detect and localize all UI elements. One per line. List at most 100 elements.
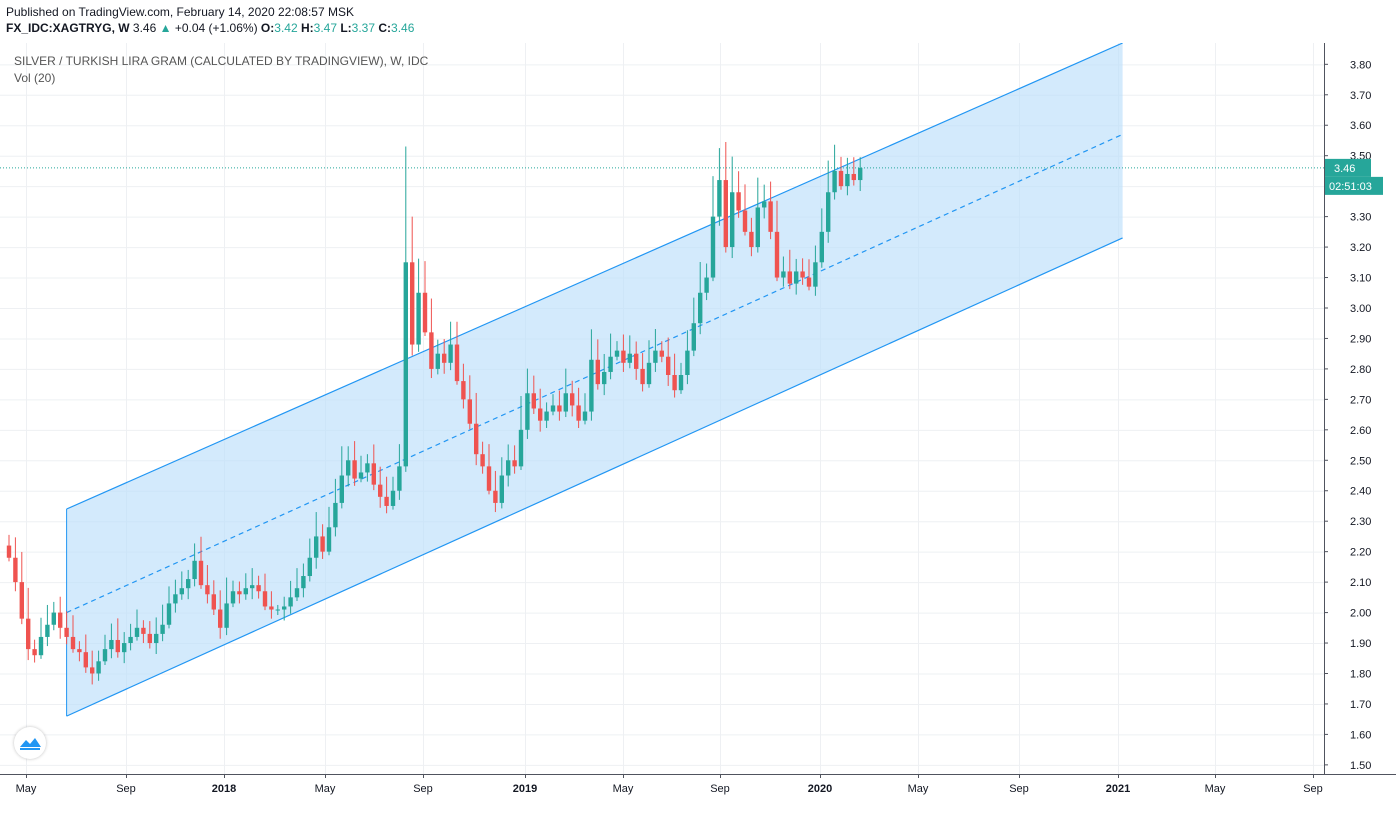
candle-body <box>26 618 31 650</box>
candle-body <box>538 408 543 421</box>
candle-body <box>653 350 658 363</box>
chart-legend: SILVER / TURKISH LIRA GRAM (CALCULATED B… <box>14 53 428 87</box>
candle-body <box>19 582 24 619</box>
candle-body <box>83 652 88 668</box>
candle-body <box>832 170 837 193</box>
channel-middle-line <box>66 133 1123 614</box>
time-tick-label: Sep <box>710 783 730 795</box>
candle-body <box>326 527 332 552</box>
candle-body <box>218 609 223 628</box>
chart-header: Published on TradingView.com, February 1… <box>6 4 414 36</box>
candle-body <box>70 636 76 650</box>
candle-body <box>186 579 191 589</box>
time-tick-label: Sep <box>116 783 136 795</box>
countdown-badge <box>1325 176 1383 195</box>
candle-body <box>666 356 671 375</box>
candle-body <box>371 463 376 485</box>
candle-body <box>851 173 856 181</box>
published-line: Published on TradingView.com, February 1… <box>6 5 354 19</box>
channel-upper-line <box>66 42 1123 510</box>
candle-body <box>237 591 242 595</box>
candle-body <box>134 627 140 637</box>
candle-body <box>333 502 338 528</box>
candle-body <box>6 545 12 558</box>
candle-body <box>493 490 498 503</box>
candle-body <box>339 475 344 503</box>
candle-body <box>96 661 101 674</box>
tradingview-logo-icon[interactable] <box>14 727 46 759</box>
candle-body <box>384 496 389 506</box>
candle-body <box>544 411 549 421</box>
candle-body <box>147 633 152 644</box>
last-price: 3.46 <box>132 21 157 35</box>
price-tick-label: 2.90 <box>1350 333 1371 345</box>
candle-body <box>461 381 466 400</box>
candlestick-chart[interactable]: 1.50 1.60 1.70 1.80 1.90 2.00 2.10 2.20 2.30 2.40… <box>0 42 1396 809</box>
candle-body <box>794 271 799 284</box>
candle-body <box>467 399 472 424</box>
candle-body <box>346 460 351 476</box>
candle-body <box>589 359 594 412</box>
candle-body <box>314 536 319 558</box>
candle-body <box>800 271 805 278</box>
candle-body <box>819 231 824 263</box>
price-tick-label: 3.80 <box>1350 59 1371 71</box>
price-tick-label: 2.80 <box>1350 364 1371 376</box>
candle-body <box>365 463 370 473</box>
candle-body <box>230 591 236 604</box>
candle-body <box>275 609 280 611</box>
price-tick-label: 1.90 <box>1350 638 1371 650</box>
candle-body <box>307 557 312 577</box>
price-tick-label: 2.70 <box>1350 394 1371 406</box>
price-tick-label: 3.30 <box>1350 212 1371 224</box>
time-tick-label: 2019 <box>513 783 537 795</box>
candle-body <box>774 231 780 278</box>
candle-body <box>550 405 556 412</box>
candle-body <box>422 292 428 333</box>
time-tick-label: 2020 <box>808 783 832 795</box>
high-label: H: <box>300 21 314 35</box>
price-tick-label: 3.60 <box>1350 120 1371 132</box>
time-tick-label: May <box>613 783 634 795</box>
volume-indicator-label[interactable]: Vol (20) <box>14 71 56 85</box>
candle-body <box>736 192 741 211</box>
candle-body <box>717 180 722 217</box>
candle-body <box>813 262 818 287</box>
time-tick-label: 2018 <box>212 783 236 795</box>
candle-body <box>51 612 56 625</box>
candle-body <box>109 639 114 650</box>
candle-body <box>762 201 767 208</box>
candle-body <box>122 643 127 653</box>
price-tick-label: 1.80 <box>1350 668 1371 680</box>
time-tick-label: May <box>16 783 37 795</box>
candle-body <box>160 624 165 634</box>
candle-body <box>806 277 812 287</box>
time-tick-label: May <box>1205 783 1226 795</box>
price-change: +0.04 (+1.06%) <box>174 21 258 35</box>
candle-body <box>45 624 50 637</box>
candle-body <box>480 454 485 467</box>
time-tick-label: Sep <box>1303 783 1323 795</box>
candle-body <box>570 393 575 406</box>
price-tick-label: 2.60 <box>1350 425 1371 437</box>
candle-body <box>576 405 581 421</box>
time-tick-label: May <box>908 783 929 795</box>
symbol-label: FX_IDC:XAGTRYG, W <box>6 21 130 35</box>
candle-body <box>486 466 492 491</box>
candle-body <box>634 353 639 369</box>
candle-body <box>531 393 536 409</box>
candle-body <box>582 411 588 421</box>
last-price-badge <box>1325 158 1371 177</box>
chart-area[interactable]: 1.50 1.60 1.70 1.80 1.90 2.00 2.10 2.20 2.30 2.40… <box>0 42 1396 809</box>
high-value: 3.47 <box>313 21 337 35</box>
candle-body <box>224 603 229 628</box>
candle-body <box>595 359 600 385</box>
candle-body <box>90 667 95 674</box>
candle-body <box>858 167 863 181</box>
price-tick-label: 3.00 <box>1350 303 1371 315</box>
candle-body <box>250 585 255 589</box>
candle-body <box>64 627 69 637</box>
candle-body <box>13 557 18 583</box>
candle-body <box>730 192 735 248</box>
price-tick-label: 2.40 <box>1350 486 1371 498</box>
